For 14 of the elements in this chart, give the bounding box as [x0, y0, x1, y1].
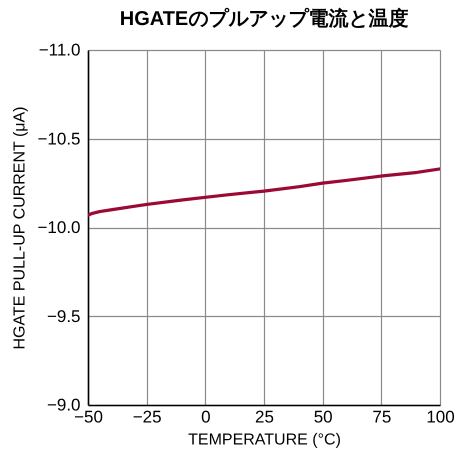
y-tick-label: −9.5 [46, 306, 80, 326]
x-tick-label: 0 [201, 408, 211, 426]
line-series [88, 167, 440, 217]
y-tick-label: −10.5 [37, 129, 80, 148]
x-axis-title: TEMPERATURE (°C) [188, 432, 341, 448]
x-tick-label: 50 [314, 408, 333, 426]
y-tick-label: −10.0 [37, 218, 80, 237]
x-tick-label: 75 [372, 408, 392, 426]
x-tick-label: 25 [255, 408, 274, 426]
y-axis-title: HGATE PULL-UP CURRENT (μA) [11, 106, 28, 350]
y-tick-label: −11.0 [38, 40, 80, 60]
chart-title: HGATEのプルアップ電流と温度 [120, 7, 408, 30]
x-tick-label: 100 [426, 408, 454, 426]
x-tick-label: −25 [132, 408, 162, 426]
